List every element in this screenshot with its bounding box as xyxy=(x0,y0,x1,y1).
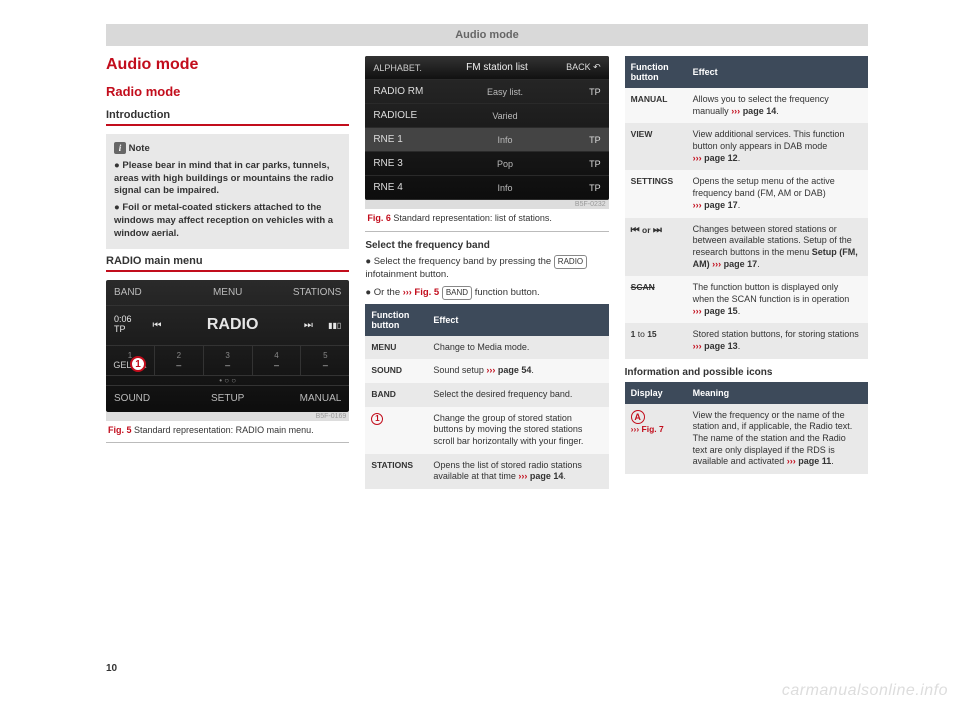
heading-info-icons: Information and possible icons xyxy=(625,367,868,378)
note-paragraph: ● Foil or metal-coated stickers attached… xyxy=(114,202,341,240)
screen-btn-stations: STATIONS xyxy=(266,287,342,298)
callout-marker-1: 1 xyxy=(130,356,146,372)
table-row: BANDSelect the desired frequency band. xyxy=(365,383,608,407)
figure-6-caption: Fig. 6 Standard representation: list of … xyxy=(365,209,608,232)
table-row: SETTINGSOpens the setup menu of the acti… xyxy=(625,170,868,217)
manual-page: Audio mode Audio mode Radio mode Introdu… xyxy=(106,24,868,674)
figure-6: ALPHABET. FM station list BACK ↶ RADIO R… xyxy=(365,56,608,209)
table-row: SCANThe function button is displayed onl… xyxy=(625,276,868,323)
prev-icon: ⏮ xyxy=(148,320,166,331)
table-header: Meaning xyxy=(687,382,868,404)
subsection-introduction: Introduction xyxy=(106,109,349,126)
callout-marker-1: 1 xyxy=(371,413,383,425)
radio-screen: BAND MENU STATIONS 0:06TP ⏮ RADIO ⏭ ▮▮▯ xyxy=(106,280,349,412)
figure-code: B5F-0232 xyxy=(365,200,608,209)
figure-5: BAND MENU STATIONS 0:06TP ⏮ RADIO ⏭ ▮▮▯ xyxy=(106,280,349,421)
subsection-radio-main-menu: RADIO main menu xyxy=(106,255,349,272)
body-paragraph: ● Select the frequency band by pressing … xyxy=(365,255,608,282)
list-item: RADIO RMEasy list.TP xyxy=(365,80,608,104)
list-item: RNE 1InfoTP xyxy=(365,128,608,152)
preset-5: 5– xyxy=(301,346,349,375)
figure-code: B5F-0169 xyxy=(106,412,349,421)
table-row: SOUNDSound setup ›››››› page 54 page 54. xyxy=(365,359,608,383)
table-row: 1Change the group of stored station butt… xyxy=(365,407,608,454)
screen-time-tp: 0:06TP xyxy=(114,315,148,335)
chapter-title: Audio mode xyxy=(106,56,349,74)
table-header: Function button xyxy=(625,56,687,88)
watermark: carmanualsonline.info xyxy=(782,682,948,700)
table-header: Display xyxy=(625,382,687,404)
screen-btn-sound: SOUND xyxy=(114,393,190,404)
table-row: 1 to 15Stored station buttons, for stori… xyxy=(625,323,868,358)
signal-icon: ▮▮▯ xyxy=(317,321,341,330)
screen-btn-band: BAND xyxy=(114,287,190,298)
info-icon: i xyxy=(114,142,126,154)
function-table-2: Function buttonEffect MANUALAllows you t… xyxy=(625,56,868,359)
column-3: Function buttonEffect MANUALAllows you t… xyxy=(625,56,868,489)
column-2: ALPHABET. FM station list BACK ↶ RADIO R… xyxy=(365,56,608,489)
screen-btn-manual: MANUAL xyxy=(266,393,342,404)
next-icon: ⏭ xyxy=(299,320,317,331)
screen-station-name: RADIO xyxy=(166,316,299,334)
screen-btn-menu: MENU xyxy=(190,287,266,298)
preset-scroll-dots: • ○ ○ xyxy=(106,376,349,386)
table-row: MANUALAllows you to select the frequency… xyxy=(625,88,868,123)
table-header: Effect xyxy=(427,304,608,336)
display-meaning-table: DisplayMeaning A ››› Fig. 7 View the fre… xyxy=(625,382,868,474)
body-paragraph: ● Or the ››› Fig. 5 BAND function button… xyxy=(365,286,608,300)
note-paragraph: ● Please bear in mind that in car parks,… xyxy=(114,160,341,198)
list-item: RNE 3PopTP xyxy=(365,152,608,176)
figure-5-caption: Fig. 5 Standard representation: RADIO ma… xyxy=(106,421,349,444)
note-header: i Note xyxy=(114,142,341,156)
content-columns: Audio mode Radio mode Introduction i Not… xyxy=(106,56,868,489)
keycap-radio: RADIO xyxy=(554,255,587,269)
table-row: MENUChange to Media mode. xyxy=(365,336,608,360)
screen-title: FM station list xyxy=(443,62,550,73)
column-1: Audio mode Radio mode Introduction i Not… xyxy=(106,56,349,489)
skip-next-icon: ⏭ xyxy=(653,225,662,236)
list-item: RNE 4InfoTP xyxy=(365,176,608,200)
list-item: RADIOLEVaried xyxy=(365,104,608,128)
note-label: Note xyxy=(129,143,150,154)
preset-2: 2– xyxy=(155,346,204,375)
screen-btn-back: BACK ↶ xyxy=(551,62,601,73)
screen-btn-setup: SETUP xyxy=(190,393,266,404)
callout-letter-a: A xyxy=(631,410,645,424)
table-row: STATIONSOpens the list of stored radio s… xyxy=(365,454,608,489)
table-header: Function button xyxy=(365,304,427,336)
table-row: VIEWView additional services. This funct… xyxy=(625,123,868,170)
table-row: A ››› Fig. 7 View the frequency or the n… xyxy=(625,404,868,474)
preset-4: 4– xyxy=(253,346,302,375)
page-number: 10 xyxy=(106,663,117,674)
function-table-1: Function buttonEffect MENUChange to Medi… xyxy=(365,304,608,490)
keycap-band: BAND xyxy=(442,286,472,300)
table-header: Effect xyxy=(687,56,868,88)
page-header: Audio mode xyxy=(106,24,868,46)
station-list-screen: ALPHABET. FM station list BACK ↶ RADIO R… xyxy=(365,56,608,200)
preset-3: 3– xyxy=(204,346,253,375)
section-title-radio-mode: Radio mode xyxy=(106,84,349,99)
screen-btn-alphabet: ALPHABET. xyxy=(373,63,443,73)
skip-prev-icon: ⏮ xyxy=(631,225,640,236)
table-row: ⏮ or ⏭Changes between stored stations or… xyxy=(625,218,868,277)
heading-select-band: Select the frequency band xyxy=(365,240,608,251)
note-box: i Note ● Please bear in mind that in car… xyxy=(106,134,349,249)
